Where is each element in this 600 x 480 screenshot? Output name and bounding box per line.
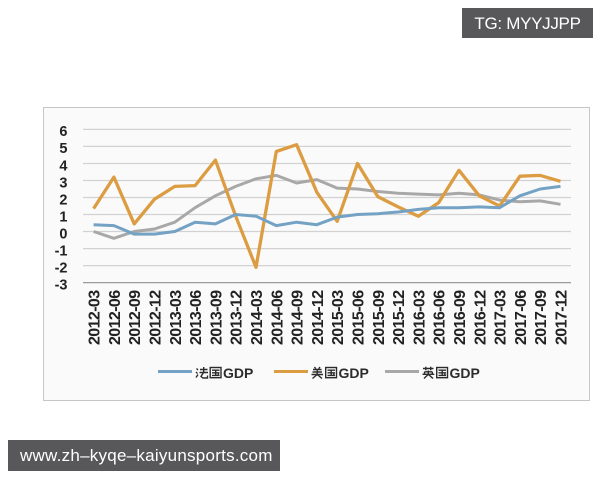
svg-text:2: 2 (59, 192, 67, 208)
svg-text:0: 0 (59, 226, 67, 242)
svg-text:2017-06: 2017-06 (513, 290, 530, 345)
svg-text:2012-03: 2012-03 (87, 290, 104, 345)
svg-text:2013-09: 2013-09 (208, 290, 225, 345)
svg-text:2014-09: 2014-09 (290, 290, 307, 345)
svg-text:-2: -2 (55, 260, 68, 276)
svg-text:2012-06: 2012-06 (107, 290, 124, 345)
svg-text:2015-03: 2015-03 (330, 290, 347, 345)
svg-text:2017-09: 2017-09 (533, 290, 550, 345)
svg-text:1: 1 (59, 209, 67, 225)
svg-text:2012-12: 2012-12 (148, 290, 165, 345)
svg-text:2015-09: 2015-09 (371, 290, 388, 345)
svg-text:6: 6 (59, 124, 67, 140)
svg-text:GDP: GDP (450, 365, 480, 381)
svg-text:GDP: GDP (223, 365, 253, 381)
svg-text:2013-12: 2013-12 (229, 290, 246, 345)
svg-text:2016-03: 2016-03 (411, 290, 428, 345)
svg-text:-3: -3 (55, 277, 68, 293)
svg-text:2014-03: 2014-03 (249, 290, 266, 345)
svg-text:5: 5 (59, 141, 67, 157)
svg-text:2015-12: 2015-12 (391, 290, 408, 345)
svg-text:2016-06: 2016-06 (432, 290, 449, 345)
svg-text:2017-12: 2017-12 (554, 290, 571, 345)
svg-text:2012-09: 2012-09 (127, 290, 144, 345)
svg-text:2016-09: 2016-09 (452, 290, 469, 345)
svg-text:2014-06: 2014-06 (269, 290, 286, 345)
svg-text:2014-12: 2014-12 (310, 290, 327, 345)
svg-text:2013-06: 2013-06 (188, 290, 205, 345)
svg-text:2016-12: 2016-12 (472, 290, 489, 345)
svg-text:4: 4 (59, 158, 67, 174)
svg-text:2017-03: 2017-03 (493, 290, 510, 345)
svg-text:-1: -1 (55, 243, 68, 259)
svg-text:2013-03: 2013-03 (168, 290, 185, 345)
svg-text:2015-06: 2015-06 (351, 290, 368, 345)
svg-text:3: 3 (59, 175, 67, 191)
svg-text:GDP: GDP (339, 365, 369, 381)
